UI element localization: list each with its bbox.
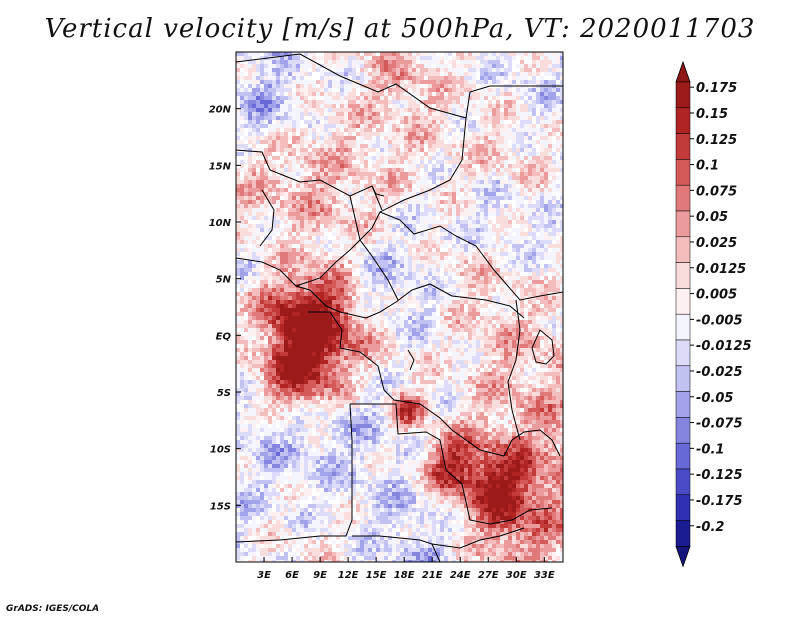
lon-tick-label: 12E <box>338 570 359 581</box>
colorbar-swatch <box>675 159 691 186</box>
lon-tick-label: 6E <box>285 570 299 581</box>
colorbar-label: 0.05 <box>696 210 728 225</box>
colorbar-swatch <box>675 365 691 392</box>
lon-tick-label: 3E <box>257 570 271 581</box>
grads-credit: GrADS: IGES/COLA <box>6 604 100 614</box>
colorbar-swatch <box>675 313 691 341</box>
lon-tick-label: 27E <box>478 570 499 581</box>
colorbar-bottom-arrow <box>675 546 691 568</box>
colorbar-label: 0.005 <box>696 288 737 303</box>
colorbar-swatch <box>675 468 691 496</box>
colorbar-label: -0.005 <box>696 313 743 328</box>
lat-tick-label: 15N <box>209 161 232 172</box>
lon-tick-label: 30E <box>506 570 527 581</box>
lon-tick-label: 18E <box>394 570 415 581</box>
colorbar-label: -0.05 <box>696 391 733 406</box>
colorbar-swatch <box>675 494 691 521</box>
latitude-axis: 20N 15N 10N 5N EQ 5S 10S 15S <box>209 105 241 512</box>
colorbar-label: -0.125 <box>696 468 743 483</box>
lon-tick-label: 9E <box>313 570 327 581</box>
colorbar-swatch <box>675 391 691 418</box>
colorbar-label: 0.175 <box>696 81 737 96</box>
colorbar-swatch <box>675 520 691 547</box>
colorbar-swatch <box>675 442 691 470</box>
lat-tick-label: 15S <box>210 501 231 512</box>
colorbar-swatch <box>675 236 691 263</box>
colorbar-swatch <box>675 288 691 315</box>
colorbar-swatch <box>675 339 691 367</box>
lat-tick-label: EQ <box>216 331 232 342</box>
colorbar: 0.175 0.15 0.125 0.1 0.075 0.05 0.025 0.0125 0.0… <box>675 60 752 568</box>
lon-tick-label: 15E <box>366 570 387 581</box>
colorbar-swatch <box>675 262 691 289</box>
colorbar-label: -0.175 <box>696 494 743 509</box>
colorbar-label: -0.0125 <box>696 339 752 354</box>
lon-tick-label: 21E <box>422 570 443 581</box>
colorbar-label: 0.15 <box>696 107 728 122</box>
colorbar-label: -0.025 <box>696 365 743 380</box>
colorbar-label: 0.0125 <box>696 262 746 277</box>
colorbar-label: 0.1 <box>696 159 719 174</box>
longitude-axis: 3E 6E 9E 12E 15E 18E 21E 24E 27E 30E 33E <box>257 557 555 581</box>
colorbar-swatch <box>675 133 691 160</box>
lat-tick-label: 20N <box>209 105 232 116</box>
lat-tick-label: 5N <box>216 275 232 286</box>
country-borders <box>236 53 563 562</box>
chart-title: Vertical velocity [m/s] at 500hPa, VT: 2… <box>44 14 756 44</box>
colorbar-label: 0.125 <box>696 133 737 148</box>
lat-tick-label: 10N <box>209 218 232 229</box>
colorbar-label: -0.2 <box>696 520 724 535</box>
map-plot-area <box>236 52 563 562</box>
colorbar-swatch <box>675 184 691 212</box>
lon-tick-label: 33E <box>534 570 555 581</box>
colorbar-swatch <box>675 107 691 134</box>
lat-tick-label: 10S <box>210 445 231 456</box>
vertical-velocity-field <box>236 52 563 562</box>
colorbar-label: -0.075 <box>696 417 743 432</box>
lon-tick-label: 24E <box>450 570 471 581</box>
colorbar-top-arrow <box>675 60 691 83</box>
colorbar-label: 0.025 <box>696 236 737 251</box>
colorbar-swatch <box>675 417 691 444</box>
colorbar-swatch <box>675 81 691 109</box>
lat-tick-label: 5S <box>217 388 231 399</box>
colorbar-label: 0.075 <box>696 184 737 199</box>
colorbar-label: -0.1 <box>696 442 724 457</box>
map-frame <box>235 51 564 563</box>
colorbar-swatch <box>675 210 691 238</box>
